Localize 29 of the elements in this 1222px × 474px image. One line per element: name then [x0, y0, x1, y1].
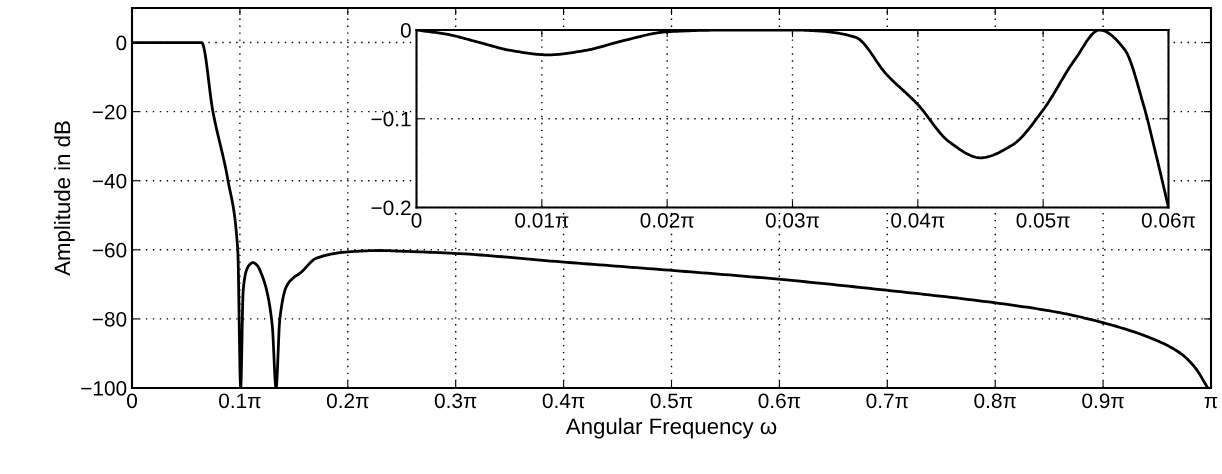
y-axis-title: Amplitude in dB: [53, 121, 75, 276]
y-tick-label: −0.2: [371, 200, 411, 216]
x-tick-label: 0.3π: [434, 393, 477, 409]
x-tick-label: 0.02π: [640, 212, 694, 228]
x-axis-title: Angular Frequency ω: [565, 417, 777, 439]
x-tick-label: 0.01π: [515, 212, 569, 228]
x-tick-label: 0.7π: [866, 393, 909, 409]
x-tick-label: 0.8π: [974, 393, 1016, 409]
y-tick-label: −0.1: [371, 111, 411, 127]
x-tick-label: 0.5π: [650, 393, 693, 409]
x-tick-label: 0.03π: [765, 212, 820, 228]
y-tick-label: −80: [92, 311, 127, 327]
x-tick-label: 0.05π: [1016, 212, 1070, 228]
x-tick-label: 0.4π: [542, 393, 585, 409]
y-tick-label: −100: [81, 381, 127, 396]
x-tick-label: π: [1204, 396, 1218, 409]
x-tick-label: 0.6π: [758, 393, 801, 409]
y-tick-label: 0: [400, 23, 411, 38]
x-tick-label: 0.2π: [326, 393, 369, 409]
y-tick-label: −20: [92, 104, 127, 120]
x-tick-label: 0.06π: [1141, 212, 1196, 228]
y-tick-label: 0: [116, 35, 127, 51]
x-tick-label: 0.9π: [1082, 393, 1124, 409]
y-tick-label: −60: [92, 242, 127, 258]
x-tick-label: 0.04π: [891, 212, 945, 228]
y-tick-label: −40: [92, 173, 127, 189]
x-tick-label: 0: [411, 212, 422, 228]
x-tick-label: 0.1π: [219, 393, 261, 409]
x-tick-label: 0: [127, 393, 137, 409]
